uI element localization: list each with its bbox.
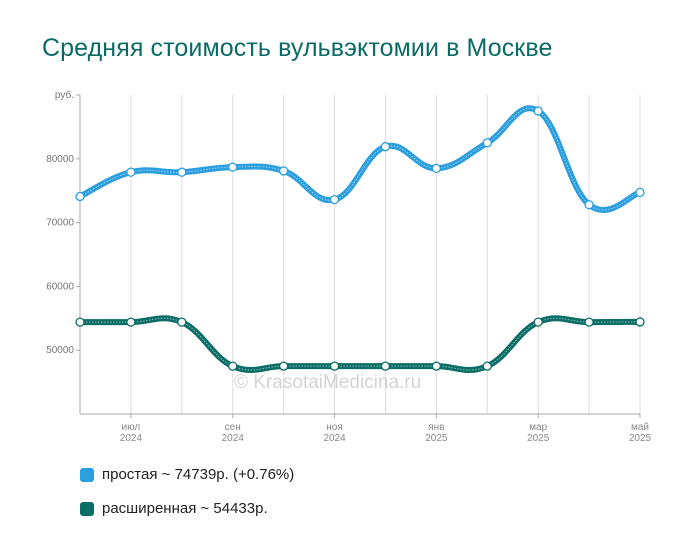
data-point-extended bbox=[228, 361, 238, 371]
y-tick-label: 50000 bbox=[46, 345, 74, 356]
data-point-extended bbox=[177, 317, 187, 327]
legend-label-extended: расширенная ~ 54433р. bbox=[102, 500, 268, 517]
data-point-extended bbox=[329, 361, 340, 371]
data-point-extended bbox=[75, 317, 85, 327]
y-tick-label: 70000 bbox=[46, 218, 74, 229]
data-point-simple bbox=[228, 162, 238, 172]
series-line-simple bbox=[77, 105, 643, 214]
grid-layer bbox=[79, 95, 641, 414]
y-tick-label: 60000 bbox=[46, 281, 74, 292]
series-line-extended bbox=[77, 315, 643, 374]
legend-swatch-extended bbox=[80, 501, 94, 516]
series-layer bbox=[77, 105, 643, 374]
data-point-simple bbox=[482, 138, 492, 148]
data-point-extended bbox=[482, 361, 492, 371]
x-tick-label-month: май bbox=[631, 422, 649, 433]
data-point-extended bbox=[584, 317, 594, 327]
x-tick-label-year: 2025 bbox=[629, 433, 652, 444]
x-tick-label-month: янв bbox=[428, 422, 444, 433]
x-tick-label-year: 2024 bbox=[323, 433, 346, 444]
y-unit-label: руб. bbox=[55, 89, 74, 101]
x-tick-label-month: ноя bbox=[326, 422, 343, 433]
x-tick-label-year: 2025 bbox=[527, 433, 550, 444]
x-tick-label-month: сен bbox=[225, 422, 241, 433]
data-point-simple bbox=[635, 187, 645, 198]
data-point-extended bbox=[278, 361, 289, 371]
watermark: © KrasotaiMedicina.ru bbox=[234, 372, 422, 393]
data-point-simple bbox=[177, 167, 187, 177]
x-tick-label-month: июл bbox=[122, 422, 141, 433]
data-point-simple bbox=[380, 142, 391, 152]
data-point-extended bbox=[126, 317, 136, 327]
x-tick-label-year: 2024 bbox=[120, 433, 143, 444]
data-point-simple bbox=[278, 166, 289, 176]
axis-layer: 50000600007000080000руб.июл2024сен2024но… bbox=[46, 89, 651, 444]
chart-title: Средняя стоимость вульвэктомии в Москве bbox=[42, 34, 553, 62]
data-point-simple bbox=[75, 191, 85, 202]
data-point-extended bbox=[380, 361, 391, 371]
legend-swatch-simple bbox=[80, 467, 94, 482]
legend-item-extended[interactable]: расширенная ~ 54433р. bbox=[80, 500, 268, 517]
data-point-simple bbox=[126, 167, 136, 177]
data-point-simple bbox=[584, 200, 594, 210]
legend-label-simple: простая ~ 74739р. (+0.76%) bbox=[102, 466, 295, 483]
x-tick-label-month: мар bbox=[529, 422, 547, 433]
data-point-extended bbox=[533, 317, 543, 327]
data-point-simple bbox=[533, 106, 543, 116]
data-point-extended bbox=[635, 317, 645, 327]
point-layer bbox=[75, 106, 645, 371]
x-tick-label-year: 2025 bbox=[425, 433, 448, 444]
y-tick-label: 80000 bbox=[46, 154, 74, 165]
data-point-extended bbox=[431, 361, 442, 371]
data-point-simple bbox=[431, 163, 442, 174]
x-tick-label-year: 2024 bbox=[222, 433, 245, 444]
data-point-simple bbox=[329, 194, 340, 205]
series-line-highlight-simple bbox=[79, 107, 641, 211]
series-line-highlight-extended bbox=[80, 317, 641, 371]
legend-item-simple[interactable]: простая ~ 74739р. (+0.76%) bbox=[80, 466, 294, 483]
